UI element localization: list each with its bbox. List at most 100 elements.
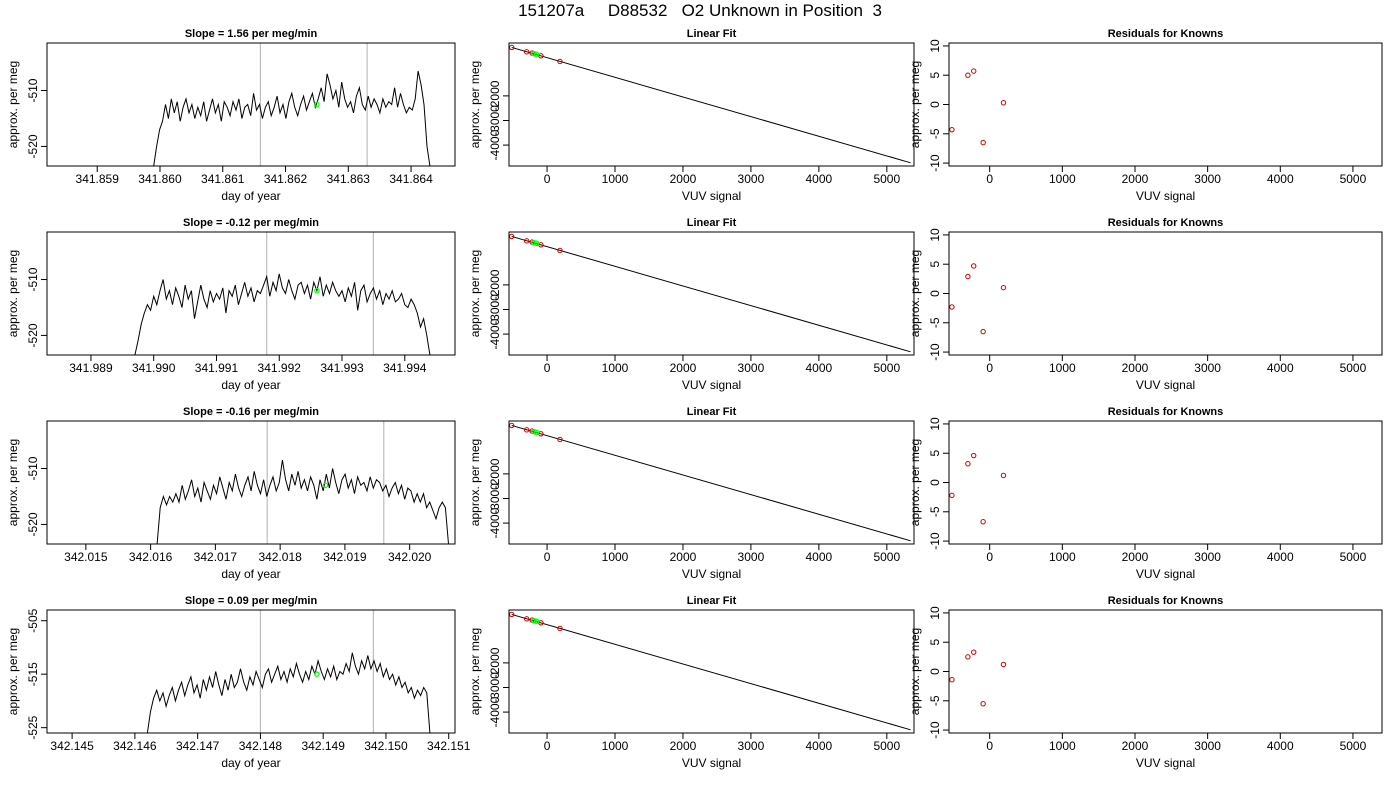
panel-title: Residuals for Knowns: [1108, 28, 1224, 40]
residual-point: [1000, 284, 1007, 291]
residual-point: [965, 273, 971, 280]
x-tick-label: 342.145: [50, 739, 94, 753]
known-point: [523, 427, 530, 433]
x-tick-label: 342.147: [176, 739, 220, 753]
known-point: [523, 616, 530, 622]
x-tick-label: 5000: [873, 172, 900, 186]
unknown-point: [531, 618, 537, 624]
y-tick-label: -2000: [488, 269, 502, 300]
residual-point: [949, 492, 955, 499]
x-tick-label: 5000: [1340, 550, 1367, 564]
y-axis-label: approx. per meg: [908, 628, 922, 715]
x-tick-label: 342.150: [364, 739, 408, 753]
y-tick-label: 10: [928, 228, 942, 242]
residual-point: [949, 304, 955, 310]
plot-frame: [948, 609, 1383, 734]
x-tick-label: 3000: [738, 550, 765, 564]
x-axis-label: VUV signal: [682, 189, 741, 203]
y-tick-label: -3000: [488, 294, 502, 325]
y-tick-label: -10: [928, 343, 942, 361]
y-tick-label: -4000: [488, 696, 502, 727]
x-tick-label: 2000: [1122, 739, 1149, 753]
x-tick-label: 0: [986, 739, 993, 753]
x-tick-label: 4000: [1267, 739, 1294, 753]
highlight-point: [314, 287, 320, 294]
x-tick-label: 341.990: [132, 361, 176, 375]
x-tick-label: 1000: [602, 172, 629, 186]
x-tick-label: 342.016: [129, 550, 173, 564]
fit-line: [511, 424, 911, 542]
fit-line: [511, 613, 911, 731]
data-trace-line: [153, 70, 431, 166]
data-trace-line: [156, 460, 449, 544]
y-tick-label: -10: [928, 154, 942, 172]
x-tick-label: 5000: [873, 739, 900, 753]
x-tick-label: 2000: [1122, 172, 1149, 186]
y-tick-label: -520: [26, 323, 40, 347]
y-axis-label: approx. per meg: [6, 250, 20, 337]
unknown-point: [531, 240, 537, 246]
panel-time-series-2: Slope = -0.12 per meg/min 341.989 341.990 3…: [6, 217, 456, 392]
panel-time-series-3: Slope = -0.16 per meg/min 342.015 342.016 3…: [6, 406, 456, 581]
unknown-point: [533, 240, 540, 247]
residual-point: [965, 654, 971, 660]
x-axis-label: day of year: [221, 378, 280, 392]
x-tick-label: 0: [986, 550, 993, 564]
known-point: [557, 625, 563, 632]
plot-frame: [508, 609, 915, 734]
x-tick-label: 1000: [602, 550, 629, 564]
x-axis-label: day of year: [221, 756, 280, 770]
residual-point: [980, 701, 986, 707]
known-point: [509, 422, 515, 429]
panel-residuals-1: Residuals for Knowns 0 1000 2000 3000 4000 500…: [908, 28, 1383, 203]
x-tick-label: 341.993: [320, 361, 364, 375]
plot-frame: [46, 42, 456, 167]
x-tick-label: 5000: [1340, 361, 1367, 375]
x-tick-label: 1000: [1049, 739, 1076, 753]
y-axis-label: approx. per meg: [908, 439, 922, 526]
panel-title: Slope = 0.09 per meg/min: [185, 595, 318, 607]
x-tick-label: 341.860: [138, 172, 182, 186]
x-axis-label: VUV signal: [1136, 189, 1195, 203]
residual-point: [980, 328, 986, 335]
highlight-point: [314, 101, 320, 108]
residual-point: [980, 519, 986, 525]
plot-frame: [508, 231, 915, 356]
x-tick-label: 0: [986, 361, 993, 375]
plot-area: [509, 44, 911, 164]
panel-residuals-2: Residuals for Knowns 0 1000 2000 3000 4000 500…: [908, 217, 1383, 392]
x-tick-label: 0: [544, 172, 551, 186]
x-tick-label: 4000: [806, 550, 833, 564]
y-tick-label: -510: [26, 78, 40, 102]
panel-title: Linear Fit: [687, 595, 737, 607]
x-axis-label: VUV signal: [682, 567, 741, 581]
plot-area: [949, 649, 1007, 707]
residual-point: [980, 139, 986, 146]
y-axis-label: approx. per meg: [6, 628, 20, 715]
x-tick-label: 3000: [1194, 739, 1221, 753]
x-tick-label: 2000: [670, 361, 697, 375]
y-tick-label: -510: [26, 267, 40, 291]
x-tick-label: 1000: [602, 361, 629, 375]
x-tick-label: 341.859: [76, 172, 120, 186]
known-point: [557, 436, 563, 443]
known-point: [557, 58, 563, 65]
y-tick-label: -510: [26, 456, 40, 480]
residual-point: [949, 677, 955, 683]
y-tick-label: 10: [928, 417, 942, 431]
panel-title: Residuals for Knowns: [1108, 217, 1224, 229]
x-tick-label: 4000: [806, 361, 833, 375]
y-tick-label: -4000: [488, 507, 502, 538]
highlight-point: [322, 482, 329, 489]
panel-linear-fit-1: Linear Fit 0 1000 2000 3000 4000 5000 -2000-300…: [468, 28, 915, 203]
y-tick-label: -10: [928, 532, 942, 550]
x-tick-label: 4000: [1267, 550, 1294, 564]
y-tick-label: -3000: [488, 672, 502, 703]
x-tick-label: 2000: [1122, 361, 1149, 375]
panel-title: Linear Fit: [687, 217, 737, 229]
y-tick-label: -5: [928, 128, 942, 139]
y-tick-label: 0: [928, 290, 942, 297]
plot-frame: [948, 231, 1383, 356]
x-tick-label: 5000: [873, 361, 900, 375]
unknown-point: [533, 429, 540, 436]
